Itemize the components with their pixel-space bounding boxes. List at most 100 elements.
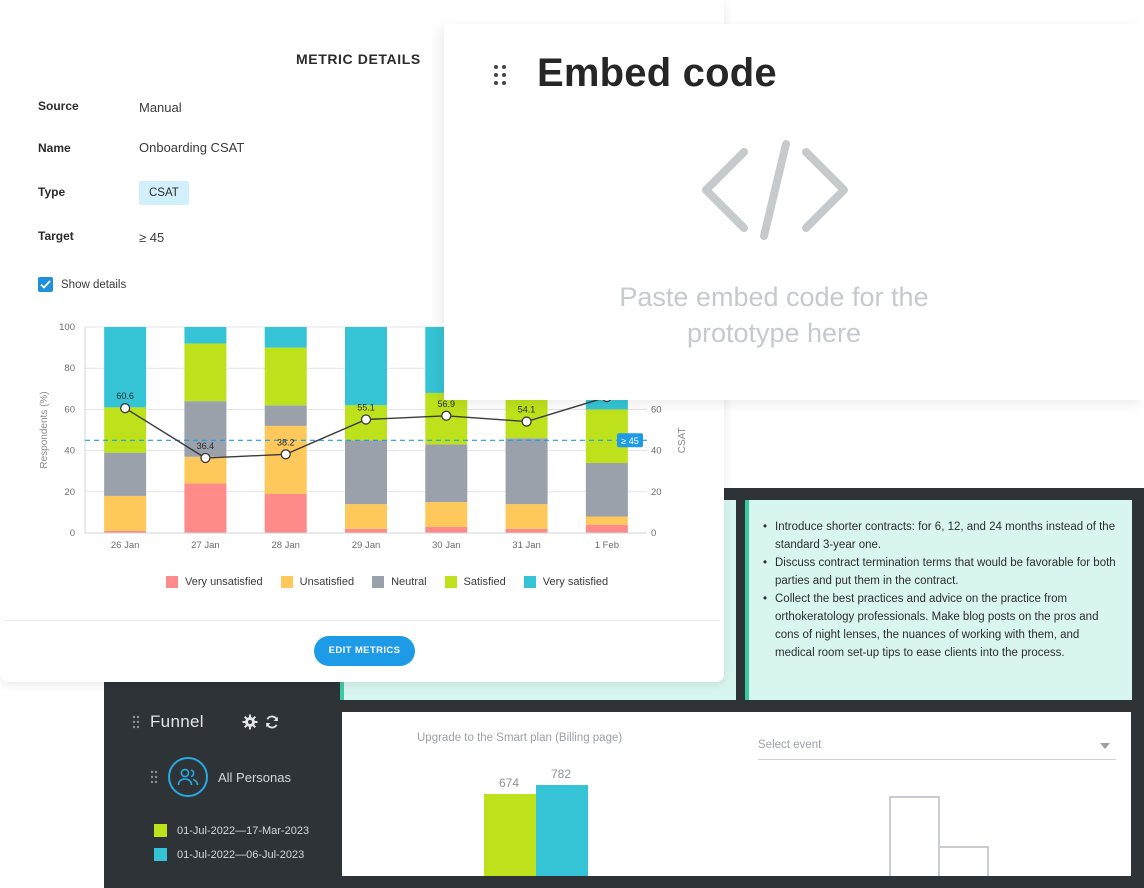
show-details-label: Show details: [61, 278, 127, 291]
bar-segment: [104, 452, 147, 496]
x-tick-label: 28 Jan: [271, 540, 300, 551]
legend-swatch: [444, 576, 457, 588]
legend-label: Very satisfied: [542, 576, 609, 588]
legend-item[interactable]: Satisfied: [444, 576, 506, 588]
bar-segment: [505, 528, 548, 533]
y2-tick-label: 20: [651, 487, 662, 498]
bar-segment: [104, 407, 147, 453]
embed-title: Embed code: [537, 51, 777, 95]
date-range-item: 01-Jul-2022—17-Mar-2023: [154, 824, 309, 837]
bar-segment: [505, 504, 548, 529]
csat-point: [280, 449, 291, 460]
legend-item[interactable]: Unsatisfied: [280, 576, 355, 588]
y2-tick-label: 40: [651, 446, 662, 457]
bar-segment: [425, 502, 468, 527]
bar-segment: [585, 524, 628, 533]
x-tick-label: 29 Jan: [352, 540, 381, 551]
bar-segment: [345, 504, 387, 529]
bar-segment: [345, 528, 387, 533]
y-tick-label: 100: [59, 322, 75, 333]
target-badge-label: ≥ 45: [621, 436, 638, 446]
drag-handle-icon[interactable]: [493, 64, 507, 86]
list-item: Introduce shorter contracts: for 6, 12, …: [763, 518, 1118, 554]
csat-point: [360, 414, 372, 425]
funnel-bar[interactable]: [484, 794, 536, 876]
bar-segment: [264, 347, 307, 406]
csat-point: [119, 403, 131, 414]
checkbox-checked-icon[interactable]: [38, 277, 53, 292]
bar-segment: [345, 327, 387, 406]
bar-segment: [585, 516, 628, 525]
list-item: Discuss contract termination terms that …: [763, 554, 1118, 590]
funnel-bar[interactable]: [536, 785, 588, 876]
chart-legend: Very unsatisfied Unsatisfied Neutral Sat…: [166, 576, 626, 588]
bar-segment: [264, 493, 307, 533]
csat-data-label: 60.6: [116, 391, 134, 401]
recommendation-list: Introduce shorter contracts: for 6, 12, …: [763, 518, 1118, 662]
edit-metrics-button[interactable]: EDIT METRICS: [314, 636, 415, 666]
drag-handle-icon[interactable]: [150, 770, 158, 784]
target-badge: [617, 433, 643, 448]
list-item: Collect the best practices and advice on…: [763, 590, 1118, 662]
y-tick-label: 60: [64, 404, 75, 415]
target-value: ≥ 45: [139, 230, 165, 245]
chart-labels: ≥ 45 60.6 36.4 38.2 55.1 56.9 54.1: [116, 391, 643, 451]
legend-label: Unsatisfied: [299, 576, 355, 588]
csat-data-label: 38.2: [277, 437, 295, 447]
funnel-bar-placeholder: [938, 846, 989, 876]
note-card-recommendations: Introduce shorter contracts: for 6, 12, …: [745, 500, 1132, 700]
csat-data-label: 54.1: [518, 405, 536, 415]
bar-segment: [184, 483, 227, 533]
csat-line: [119, 391, 613, 464]
bar-segment: [585, 462, 628, 517]
bar-segment: [264, 425, 307, 494]
legend-label: Neutral: [391, 576, 427, 588]
drag-handle-icon[interactable]: [132, 715, 140, 729]
x-tick-label: 31 Jan: [512, 540, 541, 551]
date-range-label: 01-Jul-2022—06-Jul-2023: [177, 848, 305, 861]
y-tick-label: 40: [64, 446, 75, 457]
source-value: Manual: [139, 100, 182, 115]
bar-segment: [184, 401, 227, 457]
legend-swatch: [372, 576, 385, 588]
y2-tick-label: 60: [651, 404, 662, 415]
persona-label: All Personas: [218, 769, 291, 785]
name-label: Name: [38, 141, 71, 155]
funnel-value-label: 674: [498, 776, 520, 790]
type-badge: CSAT: [139, 181, 189, 205]
y2-tick-label: 0: [651, 528, 656, 539]
bar-segment: [184, 327, 227, 344]
bar-segment: [104, 530, 147, 533]
persona-row[interactable]: All Personas: [150, 757, 291, 797]
x-tick-label: 30 Jan: [432, 540, 461, 551]
legend-label: Very unsatisfied: [185, 576, 263, 588]
bar-segment: [104, 495, 147, 531]
target-label: Target: [38, 229, 74, 243]
chart-bars: [104, 327, 628, 533]
show-details-checkbox[interactable]: Show details: [38, 277, 126, 292]
csat-stacked-bar-chart: 0 20 40 60 80 100 0 20 40 60 26 Jan 27 Jan 28 Jan 29 …: [39, 322, 688, 551]
range-color-swatch: [154, 824, 167, 837]
y2-axis-title: CSAT: [677, 427, 688, 453]
x-tick-label: 26 Jan: [111, 540, 140, 551]
gear-icon[interactable]: [242, 714, 258, 730]
legend-item[interactable]: Neutral: [372, 576, 427, 588]
y-tick-label: 20: [64, 487, 75, 498]
metric-card-footer: [4, 620, 720, 680]
funnel-step-title: Upgrade to the Smart plan (Billing page): [417, 732, 623, 744]
embed-code-card[interactable]: Embed code Paste embed code for the prot…: [444, 24, 1144, 400]
legend-item[interactable]: Very satisfied: [523, 576, 609, 588]
bar-segment: [425, 526, 468, 533]
legend-item[interactable]: Very unsatisfied: [166, 576, 263, 588]
bar-segment: [264, 405, 307, 426]
refresh-icon[interactable]: [264, 714, 280, 730]
legend-swatch: [280, 576, 293, 588]
embed-hint[interactable]: Paste embed code for the prototype here: [619, 282, 929, 348]
bar-segment: [264, 327, 307, 348]
funnel-chart: Upgrade to the Smart plan (Billing page)…: [342, 712, 1131, 876]
select-event-dropdown[interactable]: Select event: [758, 734, 1116, 760]
csat-point: [521, 416, 532, 427]
funnel-title: Funnel: [150, 712, 204, 731]
type-label: Type: [38, 185, 66, 199]
